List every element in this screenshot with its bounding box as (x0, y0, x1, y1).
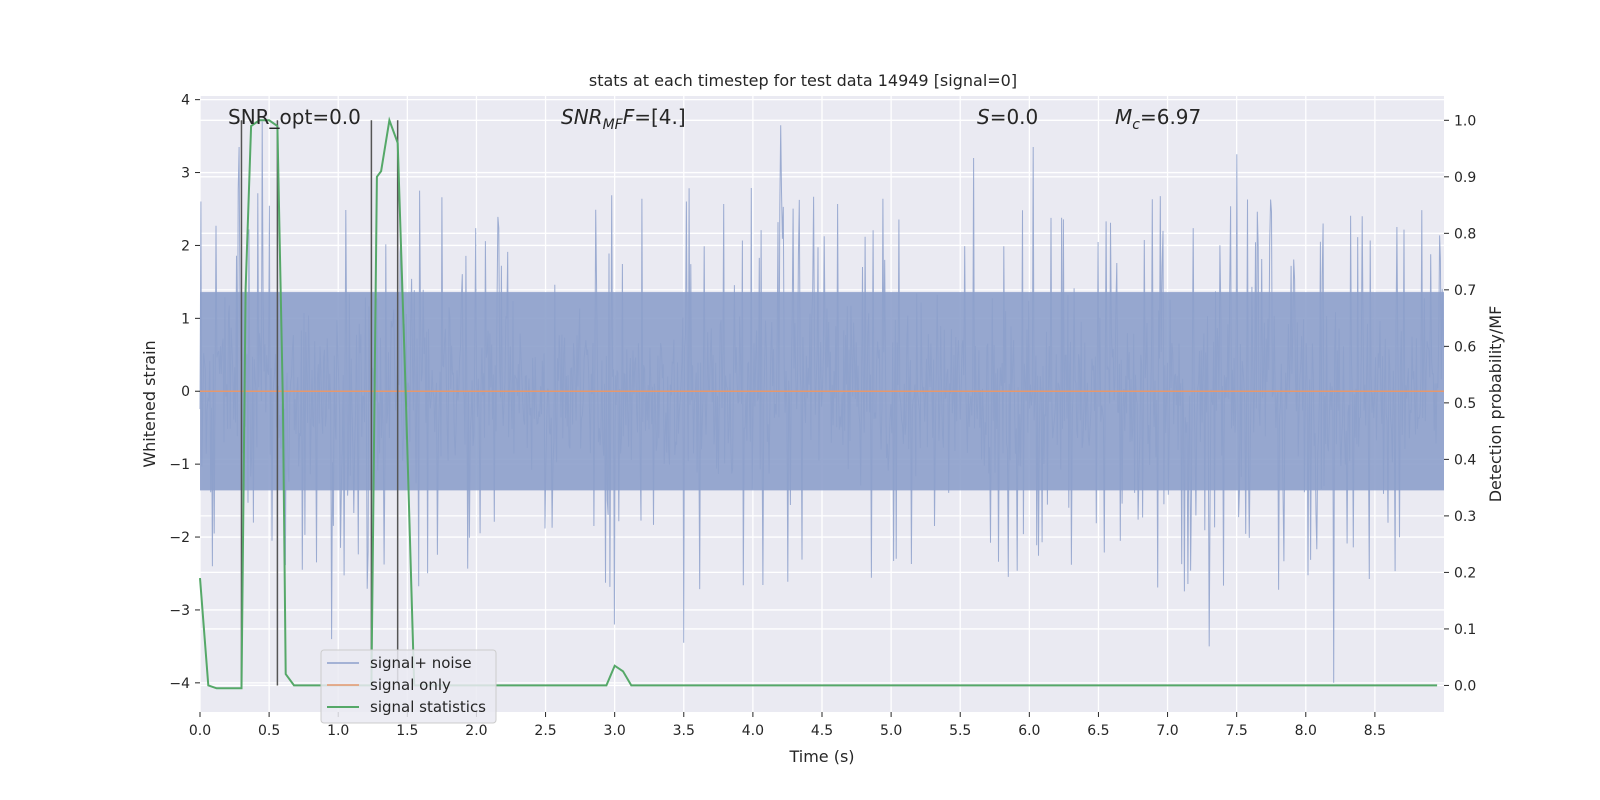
y-right-tick-label: 0.1 (1454, 622, 1476, 638)
x-tick-label: 1.0 (327, 723, 349, 739)
y-right-tick-label: 0.0 (1454, 678, 1476, 694)
y-right-tick-label: 0.2 (1454, 565, 1476, 581)
y-left-tick-label: 3 (181, 166, 190, 182)
annotation-s: S=0.0 (977, 105, 1038, 129)
x-tick-label: 3.5 (673, 723, 695, 739)
y-left-tick-label: −4 (169, 676, 190, 692)
x-tick-label: 2.5 (534, 723, 556, 739)
x-tick-label: 4.0 (742, 723, 764, 739)
x-tick-label: 8.0 (1295, 723, 1317, 739)
legend-label-signal-noise: signal+ noise (370, 654, 472, 672)
y-left-tick-label: 0 (181, 384, 190, 400)
x-tick-label: 3.0 (604, 723, 626, 739)
x-tick-label: 0.5 (258, 723, 280, 739)
x-tick-label: 2.0 (465, 723, 487, 739)
y-left-tick-label: −1 (169, 457, 190, 473)
x-tick-label: 6.0 (1018, 723, 1040, 739)
y-left-tick-label: 2 (181, 238, 190, 254)
x-axis-label: Time (s) (788, 747, 854, 766)
legend-label-signal-statistics: signal statistics (370, 698, 486, 716)
y-right-tick-label: 0.5 (1454, 396, 1476, 412)
legend-box (320, 649, 497, 724)
x-tick-label: 4.5 (811, 723, 833, 739)
axis-ticks: 0.0 0.5 1.0 1.5 2.0 2.5 3.0 3.5 4.0 4.5 5.0 5.5 6.0 6… (169, 93, 1476, 739)
y-right-tick-label: 1.0 (1454, 113, 1476, 129)
y-right-tick-label: 0.9 (1454, 170, 1476, 186)
x-tick-label: 1.5 (396, 723, 418, 739)
x-tick-label: 6.5 (1087, 723, 1109, 739)
y-right-tick-label: 0.4 (1454, 452, 1476, 468)
series-signal-statistics (199, 116, 1438, 690)
annotation-snr-mf: SNRMFF=[4.] (561, 105, 686, 133)
y-axis-left-label: Whitened strain (140, 340, 159, 467)
chart-title: stats at each timestep for test data 149… (589, 71, 1017, 90)
annotation-mc: Mc=6.97 (1115, 105, 1201, 133)
y-left-tick-label: 4 (181, 93, 190, 109)
legend-label-signal-only: signal only (370, 676, 451, 694)
y-left-tick-label: 1 (181, 311, 190, 327)
x-tick-label: 5.0 (880, 723, 902, 739)
y-right-tick-label: 0.7 (1454, 283, 1476, 299)
y-right-tick-label: 0.3 (1454, 509, 1476, 525)
marker-lines (240, 120, 399, 686)
legend: signal+ noise signal only signal statist… (320, 649, 497, 724)
x-tick-label: 8.5 (1364, 723, 1386, 739)
y-left-tick-label: −3 (169, 603, 190, 619)
y-axis-right-label: Detection probability/MF (1486, 306, 1505, 503)
x-tick-label: 5.5 (949, 723, 971, 739)
y-left-tick-label: −2 (169, 530, 190, 546)
y-right-tick-label: 0.8 (1454, 226, 1476, 242)
x-tick-label: 7.0 (1156, 723, 1178, 739)
x-tick-label: 7.5 (1226, 723, 1248, 739)
y-right-tick-label: 0.6 (1454, 339, 1476, 355)
x-tick-label: 0.0 (189, 723, 211, 739)
annotation-snr-opt: SNR_opt=0.0 (228, 105, 361, 129)
